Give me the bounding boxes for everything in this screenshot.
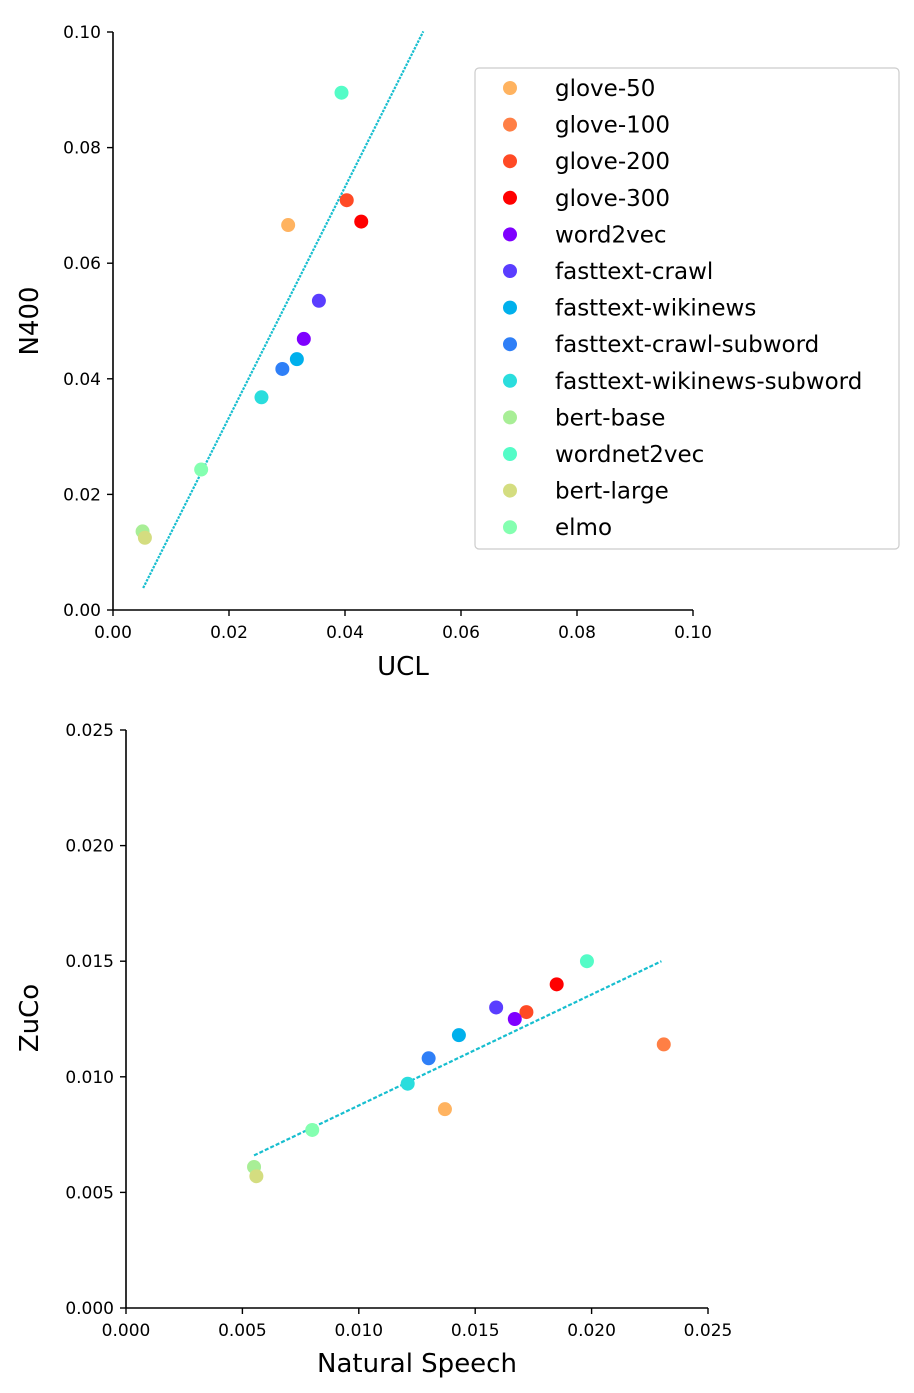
x-tick-label: 0.000 xyxy=(102,1321,151,1341)
y-tick-label: 0.005 xyxy=(65,1183,114,1203)
x-tick-label: 0.00 xyxy=(94,623,132,643)
y-tick-label: 0.08 xyxy=(63,139,101,159)
x-tick-label: 0.020 xyxy=(567,1321,616,1341)
legend-label-bert-large: bert-large xyxy=(555,479,669,505)
data-point-glove-300 xyxy=(549,977,564,992)
trend-line xyxy=(142,30,425,589)
legend-label-fasttext-crawl-subword: fasttext-crawl-subword xyxy=(555,332,819,358)
data-point-wordnet2vec xyxy=(334,85,349,100)
x-tick-label: 0.08 xyxy=(558,623,596,643)
y-tick-label: 0.04 xyxy=(63,370,101,390)
legend-marker-fasttext-wikinews xyxy=(503,300,517,315)
y-tick-label: 0.025 xyxy=(65,721,114,741)
legend-label-glove-50: glove-50 xyxy=(555,76,655,102)
legend-marker-fasttext-crawl xyxy=(503,264,517,278)
trend-line xyxy=(253,960,662,1157)
legend-marker-glove-50 xyxy=(503,81,517,95)
data-point-fasttext-crawl-subword xyxy=(421,1051,436,1066)
legend-label-elmo: elmo xyxy=(555,515,612,541)
y-tick-label: 0.10 xyxy=(63,23,101,43)
legend-label-wordnet2vec: wordnet2vec xyxy=(555,442,704,468)
data-point-glove-300 xyxy=(354,214,369,229)
legend-marker-word2vec xyxy=(503,227,517,242)
x-tick-label: 0.02 xyxy=(210,623,248,643)
y-tick-label: 0.06 xyxy=(63,254,101,274)
legend-marker-wordnet2vec xyxy=(503,447,517,461)
data-point-bert-large xyxy=(137,530,152,545)
x-tick-label: 0.10 xyxy=(674,623,712,643)
data-point-fasttext-crawl-subword xyxy=(275,361,290,376)
data-point-glove-50 xyxy=(437,1102,452,1117)
legend-label-word2vec: word2vec xyxy=(555,222,667,248)
data-point-fasttext-wikinews xyxy=(451,1028,466,1043)
legend-marker-bert-large xyxy=(503,483,517,498)
data-point-word2vec xyxy=(296,331,311,346)
legend-marker-elmo xyxy=(503,520,517,535)
x-tick-label: 0.06 xyxy=(442,623,480,643)
x-tick-label: 0.010 xyxy=(334,1321,383,1341)
data-point-elmo xyxy=(305,1122,320,1137)
chart-natural-speech-vs-zuco: Natural Speech ZuCo 0.000 0.005 0.010 0.015… xyxy=(15,721,732,1379)
data-point-fasttext-wikinews-subword xyxy=(254,390,269,405)
x-tick-label: 0.015 xyxy=(451,1321,500,1341)
x-axis-label: Natural Speech xyxy=(317,1349,517,1379)
data-point-elmo xyxy=(194,462,209,477)
data-point-glove-100 xyxy=(656,1037,671,1052)
legend-marker-bert-base xyxy=(503,410,517,425)
data-point-bert-large xyxy=(249,1169,264,1184)
y-tick-label: 0.010 xyxy=(65,1068,114,1088)
legend-marker-glove-200 xyxy=(503,154,517,169)
data-point-fasttext-crawl xyxy=(489,1000,504,1015)
legend-label-glove-200: glove-200 xyxy=(555,149,670,175)
legend-marker-glove-100 xyxy=(503,117,517,132)
legend-label-fasttext-wikinews: fasttext-wikinews xyxy=(555,296,756,322)
x-axis-label: UCL xyxy=(377,652,429,682)
legend-marker-fasttext-wikinews-subword xyxy=(503,373,517,388)
data-point-glove-50 xyxy=(281,218,296,233)
data-point-glove-200 xyxy=(519,1005,534,1020)
y-tick-label: 0.02 xyxy=(63,485,101,505)
y-tick-label: 0.015 xyxy=(65,952,114,972)
legend: glove-50 glove-100 glove-200 glove-300 word2… xyxy=(474,67,900,550)
x-tick-label: 0.005 xyxy=(218,1321,267,1341)
legend-marker-fasttext-crawl-subword xyxy=(503,337,517,352)
data-point-fasttext-wikinews-subword xyxy=(400,1076,415,1091)
y-axis-label: ZuCo xyxy=(15,984,45,1052)
legend-label-fasttext-crawl: fasttext-crawl xyxy=(555,259,713,285)
y-tick-label: 0.020 xyxy=(65,837,114,857)
data-point-fasttext-crawl xyxy=(311,293,326,308)
legend-label-glove-100: glove-100 xyxy=(555,113,670,139)
data-point-word2vec xyxy=(507,1012,522,1026)
y-axis-label: N400 xyxy=(15,286,45,355)
legend-label-glove-300: glove-300 xyxy=(555,186,670,212)
legend-frame xyxy=(474,67,900,550)
data-point-glove-200 xyxy=(339,193,354,208)
data-point-fasttext-wikinews xyxy=(289,352,304,367)
y-tick-label: 0.000 xyxy=(65,1299,114,1319)
x-tick-label: 0.025 xyxy=(684,1321,733,1341)
legend-label-fasttext-wikinews-subword: fasttext-wikinews-subword xyxy=(555,369,862,395)
legend-label-bert-base: bert-base xyxy=(555,405,665,431)
x-tick-label: 0.04 xyxy=(326,623,364,643)
chart-ucl-vs-n400: UCL N400 0.00 0.02 0.04 0.06 0.08 0.10 0.00 0.0… xyxy=(15,23,712,682)
legend-marker-glove-300 xyxy=(503,190,517,205)
data-point-wordnet2vec xyxy=(579,954,594,969)
y-tick-label: 0.00 xyxy=(63,601,101,621)
